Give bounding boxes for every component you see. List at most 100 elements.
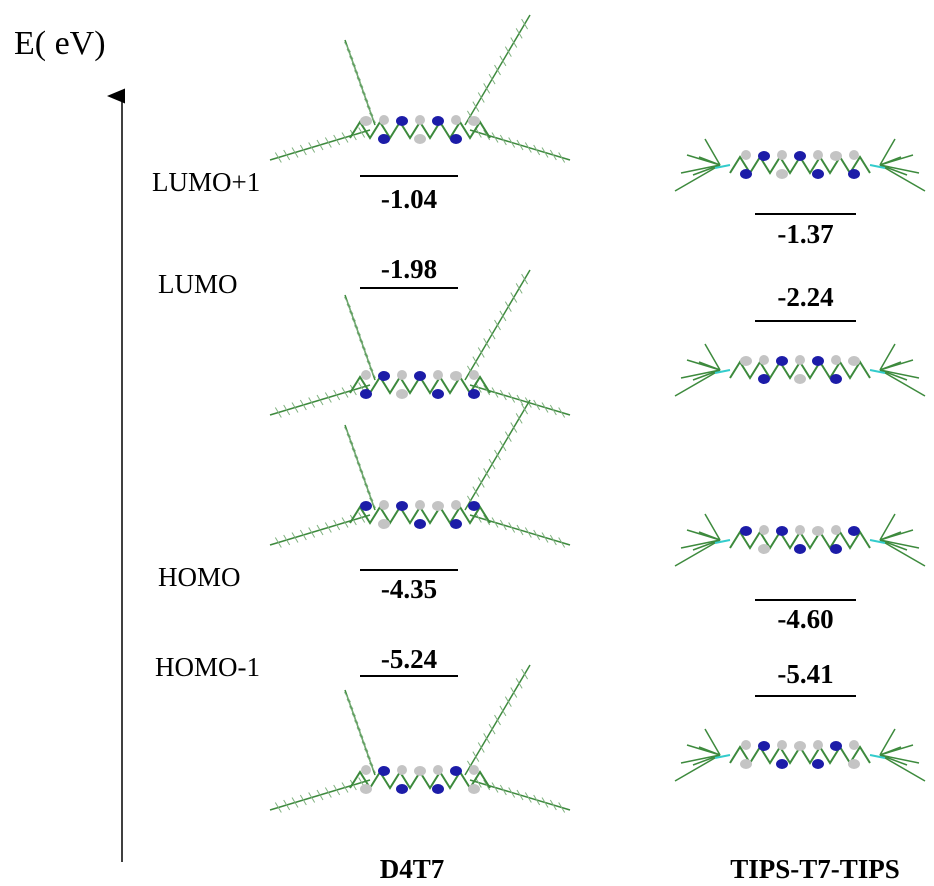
orbital-lobe bbox=[831, 525, 841, 535]
level-label: LUMO bbox=[158, 269, 238, 299]
axis-label: E( eV) bbox=[14, 25, 106, 62]
molecule-orbital bbox=[270, 15, 570, 163]
orbital-lobe bbox=[812, 169, 824, 179]
orbital-lobe bbox=[777, 150, 787, 160]
orbital-lobe bbox=[795, 525, 805, 535]
orbital-lobe bbox=[848, 169, 860, 179]
orbital-lobe bbox=[397, 765, 407, 775]
orbital-lobe bbox=[433, 370, 443, 380]
energy-value: -1.98 bbox=[381, 254, 437, 284]
orbital-lobe bbox=[468, 784, 480, 794]
orbital-lobe bbox=[758, 374, 770, 384]
orbital-lobe bbox=[396, 784, 408, 794]
orbital-lobe bbox=[450, 519, 462, 529]
orbital-lobe bbox=[741, 150, 751, 160]
orbital-lobe bbox=[360, 389, 372, 399]
orbital-lobe bbox=[414, 371, 426, 381]
orbital-lobe bbox=[813, 150, 823, 160]
orbital-lobe bbox=[451, 500, 461, 510]
orbital-lobe bbox=[777, 740, 787, 750]
orbital-lobe bbox=[830, 741, 842, 751]
molecule-orbital bbox=[675, 344, 925, 396]
level-label: HOMO bbox=[158, 562, 241, 592]
energy-value: -4.35 bbox=[381, 574, 437, 604]
orbital-lobe bbox=[794, 741, 806, 751]
energy-value: -4.60 bbox=[777, 604, 833, 634]
orbital-lobe bbox=[378, 134, 390, 144]
orbital-lobe bbox=[469, 370, 479, 380]
orbital-lobe bbox=[432, 501, 444, 511]
orbital-lobe bbox=[397, 370, 407, 380]
orbital-lobe bbox=[379, 500, 389, 510]
orbital-lobe bbox=[378, 519, 390, 529]
orbital-lobe bbox=[758, 741, 770, 751]
molecule-orbital bbox=[270, 400, 570, 548]
orbital-lobe bbox=[759, 355, 769, 365]
orbital-lobe bbox=[432, 116, 444, 126]
orbital-lobe bbox=[468, 116, 480, 126]
orbital-lobe bbox=[451, 115, 461, 125]
orbital-lobe bbox=[759, 525, 769, 535]
orbital-lobe bbox=[758, 151, 770, 161]
orbital-lobe bbox=[450, 134, 462, 144]
orbital-lobe bbox=[433, 765, 443, 775]
orbital-lobe bbox=[848, 526, 860, 536]
orbital-lobe bbox=[415, 115, 425, 125]
orbital-lobe bbox=[740, 526, 752, 536]
orbital-lobe bbox=[776, 759, 788, 769]
orbital-lobe bbox=[468, 389, 480, 399]
orbital-lobe bbox=[848, 356, 860, 366]
orbital-lobe bbox=[361, 370, 371, 380]
energy-value: -1.37 bbox=[777, 219, 833, 249]
orbital-lobe bbox=[450, 766, 462, 776]
energy-value: -2.24 bbox=[777, 282, 833, 312]
orbital-lobe bbox=[379, 115, 389, 125]
orbital-lobe bbox=[794, 544, 806, 554]
orbital-lobe bbox=[414, 134, 426, 144]
orbital-lobe bbox=[378, 371, 390, 381]
orbital-lobe bbox=[468, 501, 480, 511]
orbital-lobe bbox=[758, 544, 770, 554]
orbital-lobe bbox=[831, 355, 841, 365]
orbital-lobe bbox=[432, 389, 444, 399]
orbital-lobe bbox=[361, 765, 371, 775]
molecule-name: TIPS-T7-TIPS bbox=[730, 854, 900, 884]
orbital-lobe bbox=[776, 169, 788, 179]
orbital-lobe bbox=[849, 740, 859, 750]
orbital-lobe bbox=[794, 151, 806, 161]
orbital-lobe bbox=[396, 116, 408, 126]
orbital-lobe bbox=[414, 766, 426, 776]
orbital-lobe bbox=[776, 526, 788, 536]
orbital-lobe bbox=[415, 500, 425, 510]
orbital-lobe bbox=[360, 501, 372, 511]
orbital-lobe bbox=[740, 169, 752, 179]
molecule-orbital bbox=[270, 270, 570, 418]
orbital-lobe bbox=[360, 116, 372, 126]
orbital-lobe bbox=[830, 374, 842, 384]
orbital-lobe bbox=[740, 356, 752, 366]
level-label: LUMO+1 bbox=[152, 167, 260, 197]
molecule-orbital bbox=[675, 514, 925, 566]
orbital-lobe bbox=[396, 501, 408, 511]
orbital-lobe bbox=[432, 784, 444, 794]
molecule-orbital bbox=[270, 665, 570, 813]
orbital-lobe bbox=[740, 759, 752, 769]
diagram: E( eV) LUMO+1 LUMO HOMO HOMO-1 D4T7 TIPS… bbox=[0, 0, 934, 886]
orbital-lobe bbox=[469, 765, 479, 775]
orbital-lobe bbox=[830, 544, 842, 554]
orbital-lobe bbox=[414, 519, 426, 529]
molecule-orbital bbox=[675, 139, 925, 191]
orbital-lobe bbox=[795, 355, 805, 365]
orbital-lobe bbox=[848, 759, 860, 769]
orbital-lobe bbox=[794, 374, 806, 384]
orbital-lobe bbox=[849, 150, 859, 160]
energy-value: -1.04 bbox=[381, 184, 437, 214]
energy-value: -5.24 bbox=[381, 644, 437, 674]
orbital-lobe bbox=[812, 356, 824, 366]
orbital-lobe bbox=[450, 371, 462, 381]
orbital-lobe bbox=[776, 356, 788, 366]
level-label: HOMO-1 bbox=[155, 652, 260, 682]
energy-value: -5.41 bbox=[777, 659, 833, 689]
orbital-lobe bbox=[396, 389, 408, 399]
orbital-lobe bbox=[830, 151, 842, 161]
